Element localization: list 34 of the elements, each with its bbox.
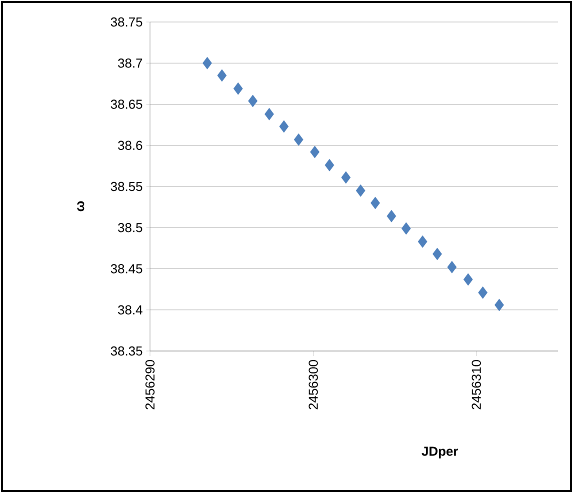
y-tick-label: 38.5 <box>118 223 142 232</box>
point <box>478 286 488 299</box>
y-tick-label: 38.6 <box>118 140 142 150</box>
point <box>310 146 320 158</box>
y-tick-label: 38.65 <box>110 100 142 109</box>
point <box>463 273 473 286</box>
x-tick-label: 2456310 <box>472 360 481 410</box>
x-axis-title: JDper <box>422 446 458 458</box>
point <box>341 171 351 184</box>
y-tick-label: 38.55 <box>110 182 142 192</box>
y-tick-label: 38.7 <box>118 58 142 68</box>
point <box>447 260 457 274</box>
point <box>202 56 212 70</box>
point <box>324 158 334 172</box>
point <box>217 69 227 82</box>
point <box>233 82 243 95</box>
x-tick-label: 2456290 <box>145 360 155 410</box>
point <box>356 184 366 197</box>
y-tick-label: 38.4 <box>118 305 142 314</box>
point <box>294 133 304 146</box>
point <box>418 235 428 248</box>
point <box>279 120 289 133</box>
point <box>386 210 396 222</box>
point <box>494 298 504 312</box>
point <box>432 248 442 260</box>
point <box>264 108 274 120</box>
y-tick-label: 38.35 <box>110 346 142 356</box>
point <box>248 94 258 108</box>
y-tick-label: 38.45 <box>110 264 142 274</box>
y-tick-label: 38.75 <box>110 17 142 27</box>
point <box>370 196 380 210</box>
point <box>401 222 411 235</box>
x-tick-label: 2456300 <box>308 360 318 410</box>
y-axis-title: ω <box>77 201 84 212</box>
